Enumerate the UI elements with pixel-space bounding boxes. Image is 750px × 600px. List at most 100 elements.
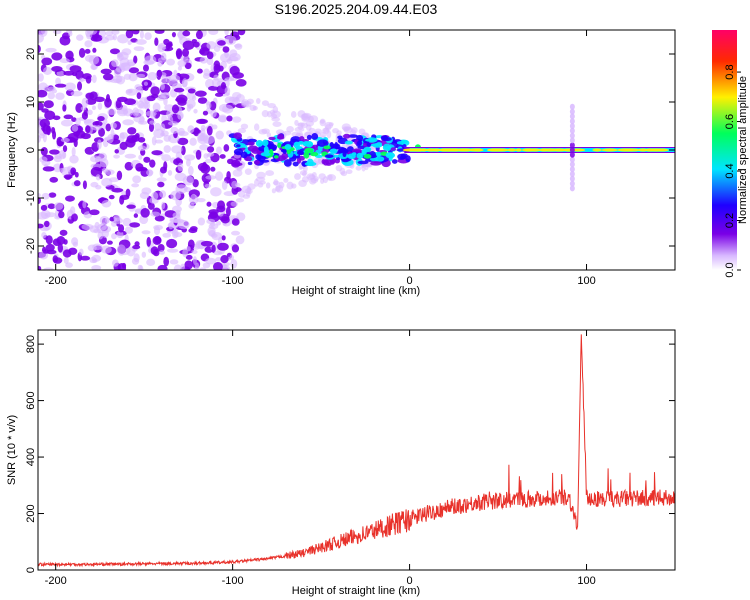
spectrogram-cell [237,30,246,36]
spectrogram-cell [298,179,307,187]
spectrogram-cell [291,183,297,189]
spectrogram-cell [74,171,79,178]
spectrogram-cell [57,243,64,253]
spectrogram-cell [211,124,218,130]
x-tick-label: 0 [407,575,413,587]
spectrogram-cell [325,162,332,166]
spectrogram-cell [56,236,66,245]
spectrogram-cell [187,125,195,134]
spectrogram-cell [294,173,301,180]
snr-panel: -200 -100 0 100 0 200 400 600 800 Height of str… [6,329,676,597]
spectrogram-cell [70,90,83,97]
spectrogram-cell [306,158,314,166]
spectrogram-cell [44,110,56,121]
spectrogram-cell [204,158,212,164]
spectrogram-cell [196,68,203,74]
spectrogram-cell [230,201,239,207]
spectrogram-cell [143,156,151,163]
spectrogram-cell [105,31,114,36]
y-tick-label: 400 [25,448,37,466]
spectrogram-cell [213,74,219,81]
spectrogram-cell [284,143,292,150]
spectrogram-cell [551,148,567,152]
spectrogram-cell [197,119,207,124]
spectrogram-cell [47,203,56,210]
spectrogram-cell [53,202,64,210]
y-tick-label: 200 [25,504,37,522]
spectrogram-cell [191,249,198,254]
spectrogram-cell [341,123,351,131]
spectrogram-cell [329,148,338,154]
spectrogram-cell [62,104,67,112]
x-tick-label: -100 [222,575,244,587]
spectrogram-cell [182,248,188,258]
spectrogram-cell [138,154,143,160]
spectrogram-cell [38,30,48,37]
spectrogram-cell [101,168,109,173]
spectrogram-cell [202,262,211,269]
spectrogram-cell [171,104,180,114]
spectrogram-cell [101,200,112,208]
spectrogram-cell [119,141,128,151]
spectrogram-cell [134,133,140,139]
spectrogram-cell [317,139,329,147]
spectrogram-cell [259,159,270,163]
spectrogram-cell [247,145,259,152]
spectrogram-cell [91,74,97,84]
spectrogram-cell [219,154,226,159]
spectrogram-cell [82,180,87,190]
spectrogram-cell [569,137,575,144]
spectrogram-cell [357,160,369,165]
spectrogram-cell [311,133,319,140]
spectrogram-cell [569,142,575,149]
spectrogram-cell [156,95,166,101]
spectrogram-cell [125,30,134,39]
spectrogram-cell [85,125,91,134]
spectrogram-cell [305,141,314,148]
spectrogram-cell [376,142,383,147]
spectrogram-cell [38,197,41,204]
spectrogram-cell [223,144,230,152]
spectrogram-cell [86,30,98,36]
spectrogram-cell [235,197,245,203]
spectrogram-cell [197,162,209,172]
colorbar-tick-label: 0.4 [724,163,736,178]
spectrogram-cell [99,215,110,225]
spectrogram-cell [49,149,60,155]
spectrogram-cell [224,30,229,36]
spectrogram-cell [167,170,173,176]
spectrogram-cell [121,262,127,269]
spectrogram-cell [150,94,159,99]
spectrogram-cell [180,263,186,270]
spectrogram-cell [154,122,161,131]
spectrogram-cell [189,137,197,146]
spectrogram-cell [188,228,198,234]
spectrogram-cell [186,246,191,252]
spectrogram-cell [376,151,382,157]
spectrogram-cell [569,147,575,153]
spectrogram-cell [208,30,219,36]
spectrogram-cell [43,100,54,109]
spectrogram-cell [71,237,79,246]
spectrogram-cell [125,188,131,198]
spectrogram-cell [122,108,134,117]
spectrogram-cell [171,228,179,239]
spectrogram-cell [244,156,253,162]
spectrogram-cell [163,145,171,153]
spectrogram-cell [228,56,239,62]
spectrogram-cell [38,102,44,111]
spectrogram-y-label: Frequency (Hz) [6,112,18,188]
spectrogram-y-ticks: -20 -10 0 10 20 [25,48,675,254]
spectrogram-cell [194,90,207,97]
spectrogram-cell [343,133,351,139]
spectrogram-cell [136,92,142,100]
spectrogram-cell [224,35,237,46]
spectrogram-cell [216,220,222,226]
spectrogram-cell [221,235,226,241]
spectrogram-cell [391,159,398,164]
spectrogram-cell [215,171,224,181]
spectrogram-cell [196,198,206,203]
spectrogram-cell [67,132,79,143]
spectrogram-cell [107,133,114,144]
spectrogram-cell [366,142,371,148]
